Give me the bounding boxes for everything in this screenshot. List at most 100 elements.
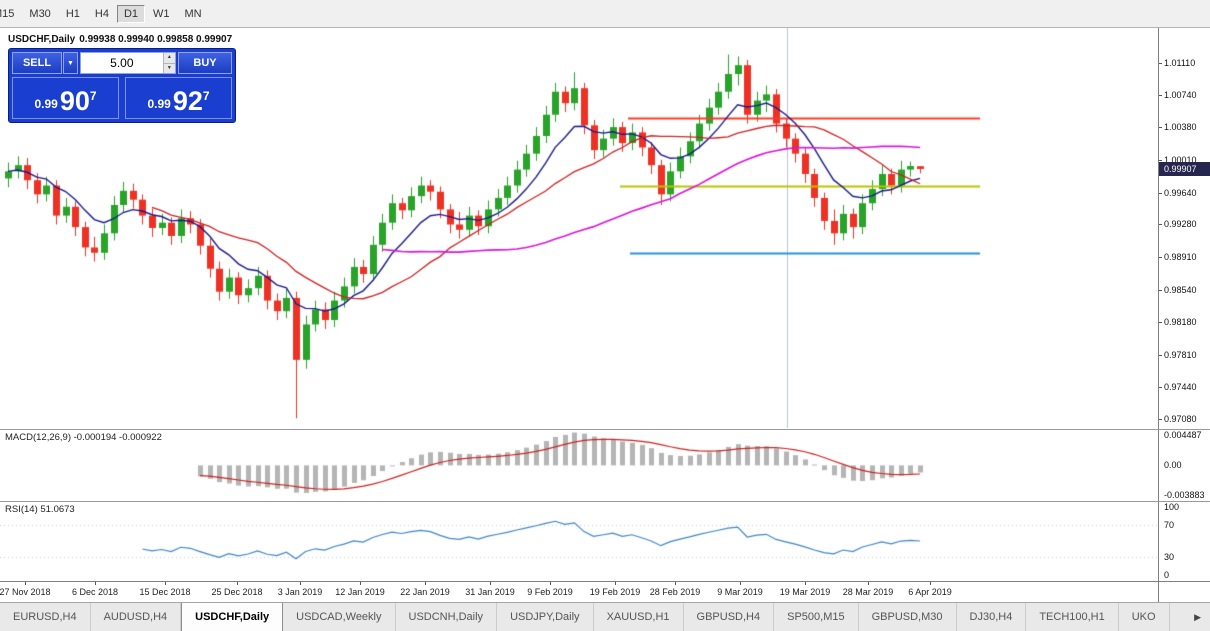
timeframe-button-w1[interactable]: W1	[153, 7, 170, 20]
tab-gbpusd-m30[interactable]: GBPUSD,M30	[859, 603, 957, 631]
volume-input[interactable]	[81, 53, 163, 73]
tab-gbpusd-h4[interactable]: GBPUSD,H4	[684, 603, 775, 631]
chart-header: USDCHF,Daily 0.99938 0.99940 0.99858 0.99…	[8, 34, 236, 45]
sell-price-prefix: 0.99	[34, 97, 58, 111]
timeframe-button-m30[interactable]: M30	[29, 7, 51, 20]
sell-price-big: 90	[59, 86, 90, 116]
date-tick-label: 6 Apr 2019	[908, 587, 952, 597]
price-tick-mark	[1159, 127, 1162, 129]
timeframe-toolbar: M15 M30 H1 H4 D1 W1 MN	[0, 0, 1210, 28]
rsi-label: RSI(14) 51.0673	[5, 504, 75, 515]
main-chart-plot[interactable]: USDCHF,Daily 0.99938 0.99940 0.99858 0.99…	[0, 28, 1158, 429]
date-tick-mark	[805, 582, 806, 585]
price-tick-label: 0.99280	[1164, 219, 1197, 230]
rsi-tick-label: 30	[1164, 551, 1175, 562]
macd-axis: 0.004487 0.00 -0.003883	[1158, 430, 1210, 501]
tab-scroll-right-icon[interactable]: ▶	[1194, 611, 1201, 622]
price-tick-mark	[1159, 419, 1162, 421]
date-tick-label: 27 Nov 2018	[0, 587, 51, 597]
macd-tick-label: 0.004487	[1164, 430, 1202, 440]
tab-sp500-m15[interactable]: SP500,M15	[774, 603, 859, 631]
macd-tick-label: 0.00	[1164, 460, 1182, 471]
date-tick-label: 31 Jan 2019	[465, 587, 515, 597]
buy-price-prefix: 0.99	[147, 97, 171, 111]
tab-xauusd-h1[interactable]: XAUUSD,H1	[594, 603, 684, 631]
price-tick-label: 1.00740	[1164, 90, 1197, 101]
tab-eurusd-h4[interactable]: EURUSD,H4	[0, 603, 91, 631]
date-tick-mark	[868, 582, 869, 585]
price-tick-mark	[1159, 289, 1162, 291]
date-axis[interactable]: 27 Nov 2018 6 Dec 2018 15 Dec 2018 25 Dec 2…	[0, 582, 1158, 602]
price-tick-mark	[1159, 224, 1162, 226]
rsi-tick-label: 70	[1164, 520, 1175, 531]
sell-button[interactable]: SELL	[12, 52, 62, 74]
macd-panel[interactable]: MACD(12,26,9) -0.000194 -0.000922	[0, 430, 1158, 501]
price-tick-mark	[1159, 354, 1162, 356]
date-tick-mark	[165, 582, 166, 585]
tab-usdchf-daily[interactable]: USDCHF,Daily	[181, 603, 284, 631]
rsi-tick-label: 100	[1164, 502, 1180, 512]
timeframe-button-d1[interactable]: D1	[116, 4, 145, 23]
date-tick-label: 6 Dec 2018	[71, 587, 119, 597]
macd-canvas[interactable]	[0, 430, 1158, 500]
date-tick-label: 19 Mar 2019	[779, 587, 831, 597]
date-tick-mark	[930, 582, 931, 585]
buy-button[interactable]: BUY	[178, 52, 232, 74]
tab-tech100-h1[interactable]: TECH100,H1	[1026, 603, 1119, 631]
tab-dj30-h4[interactable]: DJ30,H4	[957, 603, 1027, 631]
timeframe-button-m15[interactable]: M15	[0, 7, 15, 20]
tab-uko[interactable]: UKO	[1119, 603, 1170, 631]
timeframe-button-h1[interactable]: H1	[65, 7, 80, 20]
price-tick-label: 1.01110	[1164, 57, 1196, 68]
date-tick-label: 28 Feb 2019	[649, 587, 701, 597]
tab-audusd-h4[interactable]: AUDUSD,H4	[91, 603, 182, 631]
chart-symbol-label: USDCHF,Daily	[8, 34, 76, 45]
date-tick-label: 9 Mar 2019	[717, 587, 763, 597]
timeframe-button-mn[interactable]: MN	[184, 7, 202, 20]
date-tick-mark	[615, 582, 616, 585]
date-tick-mark	[425, 582, 426, 585]
sell-price-sup: 7	[89, 89, 97, 103]
date-tick-mark	[360, 582, 361, 585]
price-tick-label: 1.00380	[1164, 122, 1197, 133]
price-axis[interactable]: 0.99907 1.01110 1.00740 1.00380 1.00010 0.99…	[1158, 28, 1210, 429]
chart-tab-bar: EURUSD,H4 AUDUSD,H4 USDCHF,Daily USDCAD,Wee…	[0, 602, 1210, 631]
volume-up-icon[interactable]: ▲	[163, 53, 175, 64]
date-tick-mark	[675, 582, 676, 585]
tab-usdcnh-daily[interactable]: USDCNH,Daily	[396, 603, 498, 631]
date-tick-label: 3 Jan 2019	[277, 587, 323, 597]
timeframe-button-h4[interactable]: H4	[94, 7, 109, 20]
price-tick-label: 0.98910	[1164, 252, 1197, 263]
price-tick-label: 0.99640	[1164, 187, 1197, 198]
date-tick-mark	[237, 582, 238, 585]
chart-ohlc-values: 0.99938 0.99940 0.99858 0.99907	[79, 34, 233, 45]
price-tick-label: 0.97080	[1164, 414, 1197, 425]
price-tick-mark	[1159, 62, 1162, 64]
buy-price-display[interactable]: 0.99 92 7	[125, 77, 232, 119]
rsi-axis: 100 70 30 0	[1158, 502, 1210, 581]
buy-price-big: 92	[172, 86, 203, 116]
chart-window: USDCHF,Daily 0.99938 0.99940 0.99858 0.99…	[0, 28, 1210, 602]
price-tick-label: 0.98180	[1164, 316, 1197, 327]
volume-down-icon[interactable]: ▼	[163, 63, 175, 73]
date-tick-mark	[25, 582, 26, 585]
buy-price-sup: 7	[202, 89, 210, 103]
date-tick-label: 15 Dec 2018	[139, 587, 191, 597]
current-price-tag: 0.99907	[1159, 161, 1210, 176]
price-tick-mark	[1159, 387, 1162, 389]
tab-usdjpy-daily[interactable]: USDJPY,Daily	[497, 603, 594, 631]
macd-tick-label: -0.003883	[1164, 489, 1205, 500]
macd-label: MACD(12,26,9) -0.000194 -0.000922	[5, 432, 162, 443]
tab-usdcad-weekly[interactable]: USDCAD,Weekly	[283, 603, 396, 631]
price-tick-mark	[1159, 257, 1162, 259]
rsi-canvas[interactable]	[0, 502, 1158, 580]
date-axis-corner	[1158, 582, 1210, 602]
date-tick-mark	[550, 582, 551, 585]
rsi-panel[interactable]: RSI(14) 51.0673	[0, 502, 1158, 581]
date-tick-mark	[300, 582, 301, 585]
one-click-trade-panel: SELL ▼ ▲ ▼ BUY 0.99 90 7	[8, 48, 236, 123]
volume-dropdown-button[interactable]: ▼	[63, 52, 78, 74]
sell-price-display[interactable]: 0.99 90 7	[12, 77, 119, 119]
date-tick-label: 28 Mar 2019	[842, 587, 894, 597]
price-tick-label: 1.00010	[1164, 154, 1197, 165]
